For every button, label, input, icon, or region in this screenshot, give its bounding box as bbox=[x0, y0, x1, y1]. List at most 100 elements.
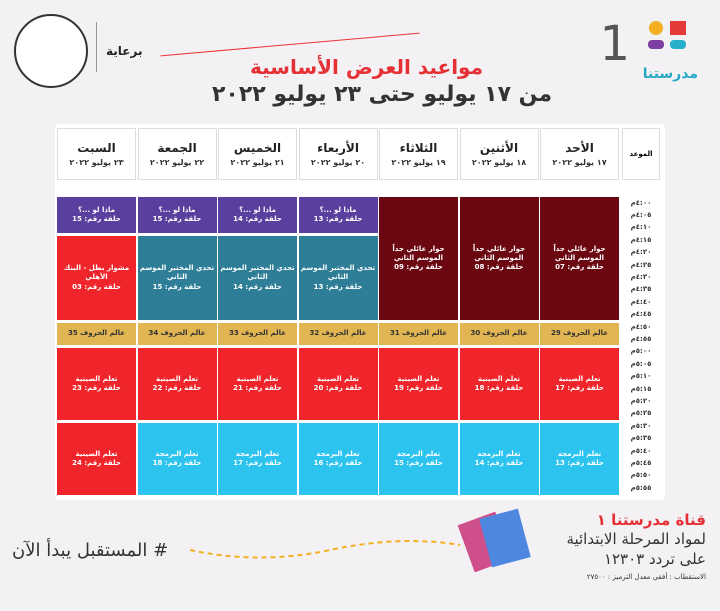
time-slot: ٤:٠٥م bbox=[622, 209, 660, 221]
day-name: السبت bbox=[77, 141, 116, 155]
day-date: ١٩ يوليو ٢٠٢٢ bbox=[391, 158, 446, 167]
program-episode: حلقة رقم: 15 bbox=[72, 215, 121, 223]
program-title: ماذا لو ...؟ bbox=[78, 205, 115, 214]
program-block: تعلم الصينية حلقة رقم: 24 bbox=[57, 423, 136, 495]
decoration bbox=[160, 32, 420, 57]
program-episode: حلقة رقم: 15 bbox=[152, 282, 202, 291]
program-block: ماذا لو ...؟ حلقة رقم: 14 bbox=[218, 197, 297, 233]
day-date: ٢٢ يوليو ٢٠٢٢ bbox=[149, 158, 205, 167]
time-slot: ٤:١٥م bbox=[622, 234, 660, 246]
program-episode: حلقة رقم: 17 bbox=[555, 384, 604, 392]
time-header-text: الموعد bbox=[629, 150, 653, 158]
program-episode: حلقة رقم: 19 bbox=[394, 384, 443, 392]
program-title: ماذا لو ...؟ bbox=[319, 205, 357, 214]
program-title: تعلم البرمجة bbox=[155, 449, 199, 458]
day-header: السبت ٢٣ يوليو ٢٠٢٢ bbox=[57, 128, 136, 180]
program-title: حوار عائلي جداً الموسم الثاني bbox=[553, 244, 606, 262]
program-episode: حلقة رقم: 15 bbox=[394, 459, 443, 467]
day-header: الأربعاء ٢٠ يوليو ٢٠٢٢ bbox=[298, 128, 378, 180]
program-title: تعلم البرمجة bbox=[477, 449, 521, 458]
day-header: الجمعة ٢٢ يوليو ٢٠٢٢ bbox=[137, 128, 217, 180]
program-title: تعلم الصينية bbox=[558, 374, 601, 383]
program-episode: حلقة رقم: 17 bbox=[233, 459, 282, 467]
program-title: عالم الحروف 33 bbox=[228, 329, 287, 338]
time-slot: ٤:٢٠م bbox=[622, 246, 660, 258]
program-block: تعلم البرمجة حلقة رقم: 18 bbox=[137, 423, 217, 495]
time-slot: ٤:٥٥م bbox=[622, 333, 660, 345]
program-title: ماذا لو ...؟ bbox=[158, 205, 196, 214]
sponsor: برعاية bbox=[106, 44, 143, 58]
time-slot: ٥:٥٠م bbox=[622, 469, 660, 482]
program-block: عالم الحروف 32 bbox=[298, 323, 378, 345]
program-block: تعلم الصينية حلقة رقم: 17 bbox=[540, 348, 619, 420]
program-block: تعلم البرمجة حلقة رقم: 13 bbox=[540, 423, 619, 495]
program-episode: حلقة رقم: 08 bbox=[474, 263, 524, 272]
program-title: تعلم الصينية bbox=[316, 374, 360, 383]
program-block: ماذا لو ...؟ حلقة رقم: 15 bbox=[137, 197, 217, 233]
program-block: تحدي المختبر الموسم الثاني حلقة رقم: 13 bbox=[298, 236, 378, 320]
logo bbox=[644, 18, 694, 68]
program-episode: حلقة رقم: 14 bbox=[474, 459, 524, 467]
program-block: تعلم الصينية حلقة رقم: 21 bbox=[218, 348, 297, 420]
time-slot: ٥:٢٠م bbox=[622, 395, 660, 407]
day-header: الأحد ١٧ يوليو ٢٠٢٢ bbox=[540, 128, 619, 180]
program-title: عالم الحروف 35 bbox=[67, 329, 126, 338]
time-slot: ٥:٤٥م bbox=[622, 457, 660, 469]
time-slot: ٥:١٠م bbox=[622, 370, 660, 382]
program-title: حوار عائلي جداً الموسم الثاني bbox=[392, 244, 445, 262]
program-title: تحدي المختبر الموسم الثاني bbox=[300, 264, 376, 282]
program-block: تعلم الصينية حلقة رقم: 18 bbox=[459, 348, 539, 420]
program-episode: حلقة رقم: 21 bbox=[233, 384, 282, 392]
day-name: الجمعة bbox=[157, 141, 197, 155]
time-slot: ٤:١٠م bbox=[622, 221, 660, 234]
program-block: عالم الحروف 34 bbox=[137, 323, 217, 345]
program-title: عالم الحروف 34 bbox=[148, 329, 206, 338]
logo-number: 1 bbox=[599, 16, 630, 72]
program-title: تعلم الصينية bbox=[155, 374, 199, 383]
program-title: عالم الحروف 32 bbox=[309, 329, 367, 338]
program-block: ماذا لو ...؟ حلقة رقم: 13 bbox=[298, 197, 378, 233]
time-slot: ٥:٥٥م bbox=[622, 482, 660, 494]
divider bbox=[96, 22, 97, 72]
program-title: عالم الحروف 31 bbox=[389, 329, 448, 338]
time-slot: ٥:٤٠م bbox=[622, 445, 660, 457]
time-header: الموعد bbox=[622, 128, 660, 180]
program-title: تعلم الصينية bbox=[75, 449, 118, 458]
program-block: حوار عائلي جداً الموسم الثاني حلقة رقم: 0… bbox=[459, 197, 539, 320]
time-slot: ٥:٣٠م bbox=[622, 420, 660, 432]
channel-line2: لمواد المرحلة الابتدائية bbox=[566, 530, 706, 548]
channel-line4: الاستقطاب : أفقي معدل الترميز : ٢٧٥٠٠ bbox=[586, 573, 706, 581]
program-title: مشوار بطل - البنك الأهلي bbox=[63, 264, 130, 282]
program-title: تحدي المختبر الموسم الثاني bbox=[220, 264, 295, 282]
program-block: عالم الحروف 30 bbox=[459, 323, 539, 345]
time-slot: ٤:٢٥م bbox=[622, 259, 660, 271]
program-episode: حلقة رقم: 14 bbox=[233, 282, 282, 291]
time-slot: ٤:٤٥م bbox=[622, 308, 660, 320]
program-title: حوار عائلي جداً الموسم الثاني bbox=[472, 244, 526, 262]
program-block: تعلم البرمجة حلقة رقم: 17 bbox=[218, 423, 297, 495]
program-block: ماذا لو ...؟ حلقة رقم: 15 bbox=[57, 197, 136, 233]
program-title: تعلم الصينية bbox=[75, 374, 118, 383]
program-block: تحدي المختبر الموسم الثاني حلقة رقم: 15 bbox=[137, 236, 217, 320]
day-date: ١٧ يوليو ٢٠٢٢ bbox=[552, 158, 607, 167]
program-title: عالم الحروف 29 bbox=[550, 329, 609, 338]
time-slot: ٤:٣٠م bbox=[622, 271, 660, 283]
day-date: ٢٣ يوليو ٢٠٢٢ bbox=[69, 158, 124, 167]
program-block: عالم الحروف 29 bbox=[540, 323, 619, 345]
hashtag: # المستقبل يبدأ الآن bbox=[12, 540, 169, 561]
day-date: ٢١ يوليو ٢٠٢٢ bbox=[230, 158, 285, 167]
program-title: تعلم البرمجة bbox=[557, 449, 602, 458]
program-episode: حلقة رقم: 03 bbox=[72, 282, 121, 291]
time-slot: ٥:١٥م bbox=[622, 383, 660, 395]
channel-line3: على تردد ١٢٣٠٣ bbox=[603, 550, 706, 568]
program-block: تعلم البرمجة حلقة رقم: 14 bbox=[459, 423, 539, 495]
program-title: تعلم الصينية bbox=[397, 374, 440, 383]
program-episode: حلقة رقم: 13 bbox=[313, 215, 363, 223]
program-episode: حلقة رقم: 18 bbox=[152, 459, 202, 467]
program-block: عالم الحروف 31 bbox=[379, 323, 458, 345]
program-block: تعلم البرمجة حلقة رقم: 16 bbox=[298, 423, 378, 495]
logo-icon bbox=[648, 21, 686, 49]
program-episode: حلقة رقم: 22 bbox=[152, 384, 202, 392]
program-block: مشوار بطل - البنك الأهلي حلقة رقم: 03 bbox=[57, 236, 136, 320]
program-block: حوار عائلي جداً الموسم الثاني حلقة رقم: 0… bbox=[540, 197, 619, 320]
